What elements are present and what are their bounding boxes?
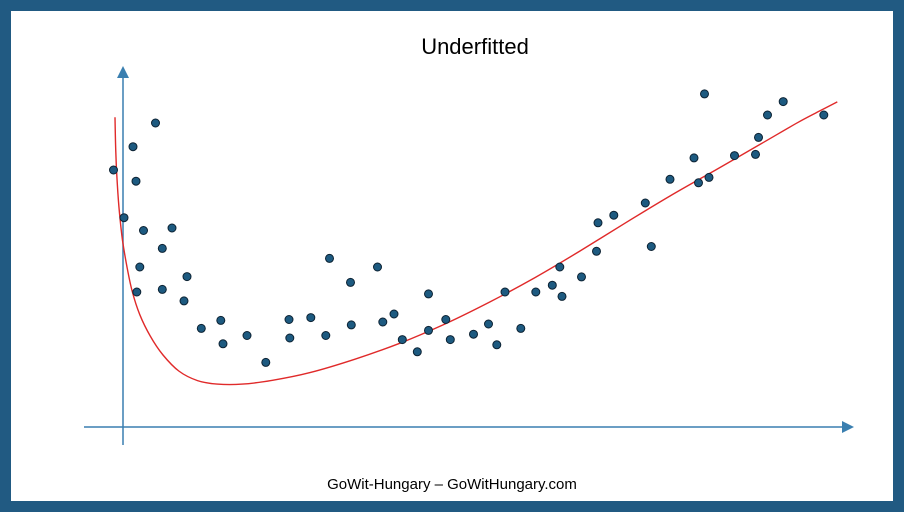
data-point xyxy=(700,89,709,99)
data-point xyxy=(151,118,160,128)
data-point xyxy=(196,323,206,333)
fit-curve xyxy=(114,101,838,386)
data-point xyxy=(119,213,129,223)
data-point xyxy=(500,287,510,297)
data-point xyxy=(261,357,271,367)
data-point xyxy=(609,210,619,220)
chart-title: Underfitted xyxy=(421,34,529,59)
data-point xyxy=(516,323,526,333)
data-point xyxy=(216,315,226,325)
data-point xyxy=(373,262,382,272)
data-point xyxy=(592,246,601,256)
data-point xyxy=(179,296,189,306)
data-point xyxy=(321,331,331,340)
data-point xyxy=(555,262,565,272)
data-point xyxy=(131,176,141,186)
data-point xyxy=(346,320,356,330)
data-point xyxy=(346,277,355,287)
data-point xyxy=(577,272,586,282)
data-point xyxy=(441,315,451,324)
data-point xyxy=(751,149,760,159)
data-point xyxy=(492,340,502,350)
data-point xyxy=(424,289,433,299)
data-point xyxy=(754,132,763,142)
data-point xyxy=(640,198,650,208)
data-point xyxy=(593,218,603,228)
data-point xyxy=(284,315,294,324)
data-point xyxy=(730,151,739,161)
data-point xyxy=(389,309,399,319)
data-point xyxy=(128,142,138,152)
data-point xyxy=(397,335,407,345)
data-point xyxy=(704,172,714,182)
data-point xyxy=(139,226,148,235)
data-point xyxy=(646,242,656,251)
data-point xyxy=(132,287,142,297)
data-point xyxy=(557,291,567,301)
data-point xyxy=(547,280,557,290)
data-point xyxy=(424,325,433,335)
data-point xyxy=(157,284,167,294)
data-point xyxy=(763,110,772,120)
data-point xyxy=(218,339,228,349)
data-point xyxy=(135,262,145,272)
data-point xyxy=(445,335,455,345)
data-point xyxy=(182,272,192,282)
data-point xyxy=(167,223,177,233)
data-point xyxy=(778,97,788,107)
data-point xyxy=(306,313,316,323)
data-points xyxy=(109,89,829,367)
data-point xyxy=(325,253,334,263)
data-point xyxy=(469,329,478,339)
data-point xyxy=(157,243,167,253)
data-point xyxy=(531,287,541,297)
data-point xyxy=(484,319,493,329)
footer-credit: GoWit-Hungary – GoWitHungary.com xyxy=(327,476,577,493)
data-point xyxy=(819,110,829,120)
data-point xyxy=(694,178,703,188)
data-point xyxy=(665,174,675,184)
data-point xyxy=(412,347,422,357)
data-point xyxy=(285,333,295,343)
data-point xyxy=(242,331,252,340)
data-point xyxy=(378,317,388,327)
data-point xyxy=(689,153,699,163)
data-point xyxy=(109,165,118,175)
